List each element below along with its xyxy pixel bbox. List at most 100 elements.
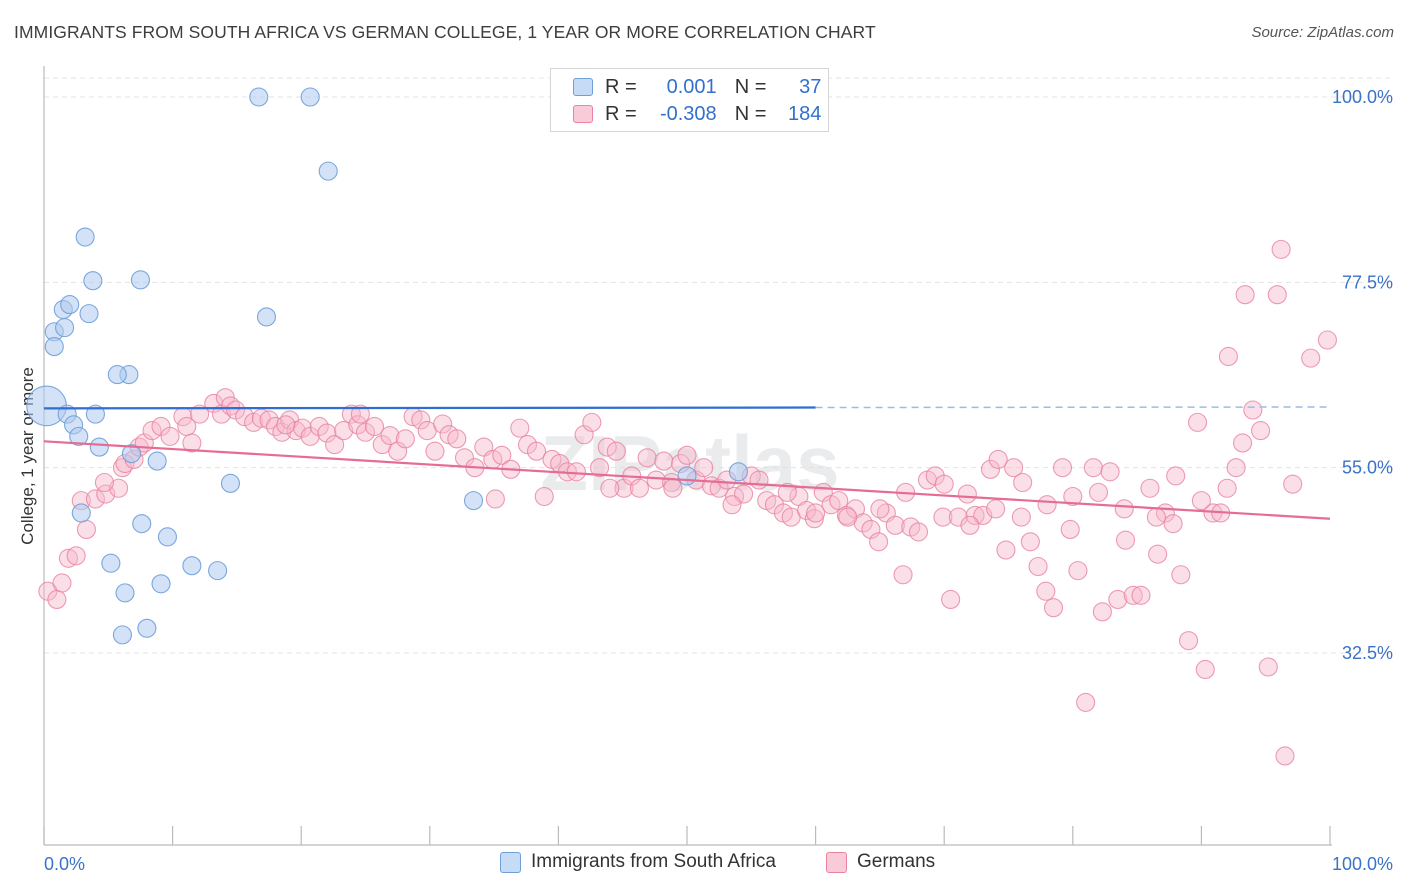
point-germans: [1301, 348, 1321, 368]
point-germans: [364, 416, 385, 437]
point-germans: [160, 426, 180, 446]
point-germans: [1068, 561, 1088, 581]
point-germans: [722, 495, 742, 515]
point-germans: [334, 421, 354, 441]
point-germans: [1043, 598, 1064, 618]
point-germans: [1317, 330, 1337, 350]
point-germans: [350, 404, 370, 424]
point-germans: [606, 441, 626, 461]
point-germans: [1013, 472, 1033, 493]
point-germans: [637, 448, 657, 468]
legend-label: Germans: [857, 851, 936, 872]
point-germans: [1083, 458, 1103, 478]
legend-item-germans: Germans: [826, 851, 935, 873]
trend-line-immigrants: [43, 406, 816, 410]
point-germans: [988, 449, 1008, 469]
point-germans: [355, 422, 376, 442]
point-immigrants: [83, 271, 103, 291]
point-germans: [941, 589, 961, 610]
legend-swatch-blue: [500, 851, 521, 873]
point-immigrants: [151, 574, 171, 594]
point-germans: [109, 478, 129, 498]
point-germans: [654, 451, 674, 471]
x-tick-label-max: 100.0%: [1332, 854, 1393, 874]
point-immigrants: [208, 561, 228, 581]
point-germans: [1123, 585, 1143, 605]
point-germans: [629, 478, 649, 498]
point-germans: [66, 546, 86, 566]
legend-swatch-pink: [826, 851, 847, 873]
point-germans: [1258, 657, 1278, 677]
point-immigrants: [728, 462, 748, 482]
point-immigrants: [256, 307, 277, 327]
point-germans: [1004, 458, 1024, 478]
point-germans: [566, 462, 586, 482]
y-tick-labels: 32.5% 55.0% 77.5% 100.0%: [1332, 87, 1393, 663]
point-germans: [52, 573, 72, 593]
point-germans: [986, 499, 1006, 519]
point-germans: [646, 470, 666, 490]
point-immigrants: [89, 437, 109, 457]
point-germans: [1271, 239, 1291, 259]
point-germans: [1283, 474, 1303, 494]
trend-line-germans: [43, 440, 1331, 520]
point-germans: [1243, 400, 1263, 420]
point-germans: [425, 441, 445, 461]
point-germans: [804, 509, 824, 529]
point-germans: [749, 470, 769, 490]
legend-swatch-blue: [573, 78, 593, 96]
point-germans: [1092, 602, 1112, 622]
legend-label: Immigrants from South Africa: [531, 851, 776, 872]
point-germans: [838, 507, 858, 527]
y-tick-label: 77.5%: [1342, 272, 1393, 292]
point-germans: [1171, 565, 1191, 585]
x-tick-label-min: 0.0%: [44, 854, 85, 874]
point-immigrants: [318, 161, 338, 181]
legend-item-immigrants: Immigrants from South Africa: [500, 851, 776, 873]
point-germans: [142, 421, 162, 441]
point-germans: [1275, 746, 1295, 766]
legend-r-value: -0.308: [659, 102, 717, 125]
point-germans: [829, 491, 849, 511]
x-tick-labels: 0.0% 100.0%: [44, 854, 1393, 874]
point-germans: [395, 429, 415, 449]
legend-n-value: 184: [788, 102, 822, 125]
point-germans: [1037, 495, 1057, 515]
point-germans: [1052, 458, 1073, 478]
point-immigrants: [463, 491, 484, 511]
point-germans: [806, 503, 826, 523]
point-germans: [1076, 692, 1096, 712]
point-germans: [411, 410, 431, 430]
series-immigrants-south-africa: [26, 87, 748, 645]
point-immigrants: [75, 227, 95, 247]
point-germans: [492, 445, 512, 465]
axes: [43, 66, 1332, 846]
point-germans: [276, 415, 296, 435]
point-germans: [1217, 478, 1237, 498]
point-germans: [534, 486, 554, 507]
point-germans: [934, 474, 954, 494]
point-immigrants: [55, 318, 75, 338]
point-germans: [980, 459, 1001, 479]
point-germans: [1108, 589, 1128, 610]
point-germans: [870, 499, 890, 519]
point-germans: [309, 416, 329, 437]
legend-r-label: R =: [605, 75, 637, 98]
point-germans: [960, 515, 980, 535]
point-germans: [965, 505, 985, 525]
point-germans: [1195, 659, 1215, 680]
point-germans: [1251, 421, 1271, 441]
point-germans: [1131, 585, 1151, 605]
point-germans: [1028, 556, 1048, 577]
point-germans: [663, 478, 683, 498]
point-immigrants: [44, 337, 64, 357]
point-germans: [1235, 285, 1255, 305]
point-germans: [777, 482, 797, 502]
point-germans: [182, 433, 202, 453]
trend-line-immigrants-extension: [815, 406, 1331, 409]
point-germans: [1020, 532, 1040, 552]
point-germans: [1063, 486, 1083, 507]
y-tick-label: 32.5%: [1342, 643, 1393, 663]
point-germans: [597, 437, 617, 457]
